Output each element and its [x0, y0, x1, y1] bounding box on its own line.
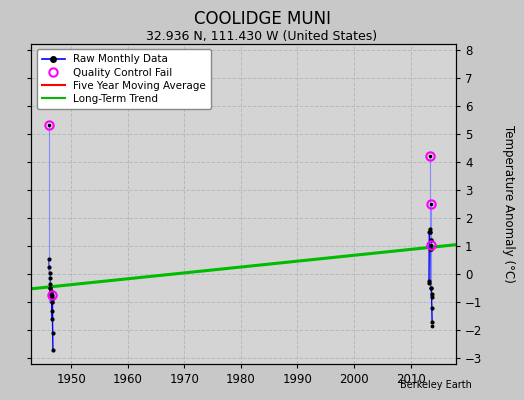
Y-axis label: Temperature Anomaly (°C): Temperature Anomaly (°C) — [501, 125, 515, 283]
Text: 32.936 N, 111.430 W (United States): 32.936 N, 111.430 W (United States) — [146, 30, 378, 43]
Text: Berkeley Earth: Berkeley Earth — [400, 380, 472, 390]
Legend: Raw Monthly Data, Quality Control Fail, Five Year Moving Average, Long-Term Tren: Raw Monthly Data, Quality Control Fail, … — [37, 49, 211, 109]
Text: COOLIDGE MUNI: COOLIDGE MUNI — [193, 10, 331, 28]
